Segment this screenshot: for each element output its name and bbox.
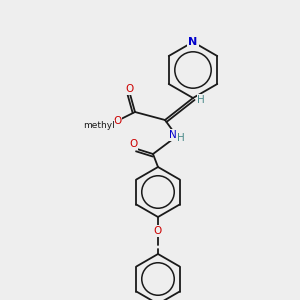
Text: N: N xyxy=(169,130,177,140)
Text: O: O xyxy=(129,139,137,149)
Text: H: H xyxy=(177,133,185,143)
Text: O: O xyxy=(126,84,134,94)
Text: H: H xyxy=(197,95,205,105)
Text: O: O xyxy=(113,116,121,126)
Text: N: N xyxy=(188,37,198,47)
Text: methyl: methyl xyxy=(83,121,115,130)
Text: O: O xyxy=(154,226,162,236)
